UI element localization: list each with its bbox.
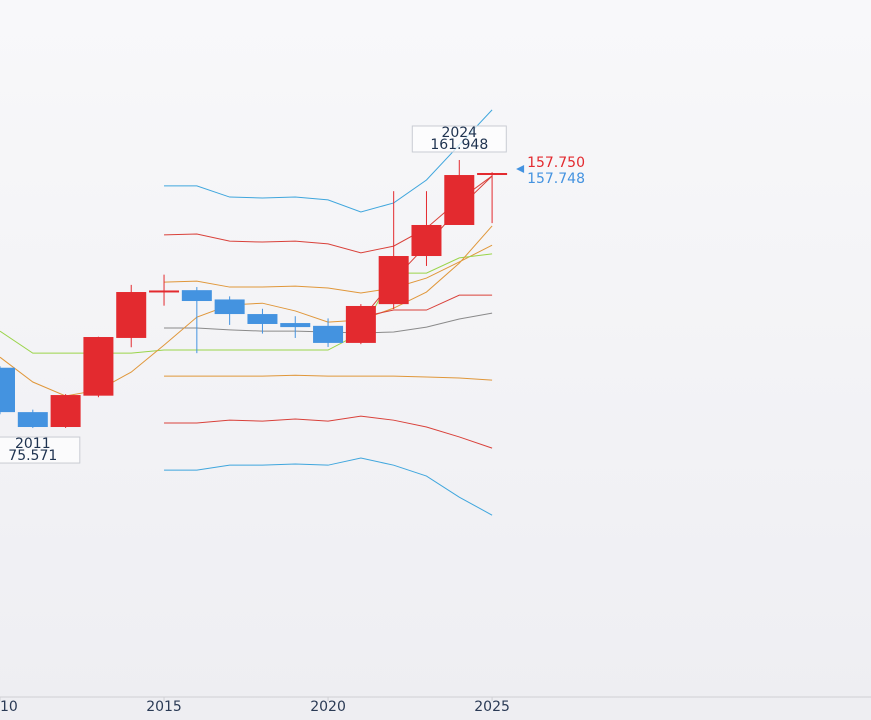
candle-body xyxy=(149,290,180,293)
candle-body xyxy=(345,305,376,343)
annotation-title: 2011 xyxy=(15,436,51,452)
indicator-line xyxy=(164,415,493,449)
annotation-value: 161.948 xyxy=(430,137,488,153)
candle-body xyxy=(181,290,212,302)
candle-body xyxy=(313,325,344,343)
candle-body xyxy=(247,314,278,324)
x-tick-label: 2010 xyxy=(0,699,18,715)
candle-body xyxy=(477,173,508,176)
indicator-line xyxy=(164,175,493,254)
x-tick-label: 2015 xyxy=(146,699,182,715)
annotation-box xyxy=(411,125,507,153)
annotation-value: 75.571 xyxy=(8,448,57,464)
indicator-line xyxy=(164,374,493,381)
indicator-line xyxy=(360,294,493,318)
candle-body xyxy=(17,412,48,428)
candle-body xyxy=(83,337,114,396)
indicator-line xyxy=(0,225,493,397)
axis: 2010 2015 2020 2025 xyxy=(0,697,510,715)
candle-body xyxy=(214,299,245,315)
price-label: 157.748 xyxy=(527,171,585,187)
candle-body xyxy=(444,175,475,225)
price-label: 157.750 xyxy=(527,155,585,171)
indicator-line xyxy=(0,253,493,354)
indicator-line xyxy=(164,109,493,213)
candle-body xyxy=(0,367,15,413)
indicator-line xyxy=(164,244,493,294)
candle-body xyxy=(280,323,311,328)
price-marker xyxy=(516,165,525,174)
indicator-line xyxy=(164,457,493,516)
annotation-box xyxy=(0,436,81,464)
x-tick-label: 2025 xyxy=(474,699,510,715)
candle-body xyxy=(411,224,442,257)
x-tick-label: 2020 xyxy=(310,699,346,715)
candle-body xyxy=(116,292,147,338)
candle-body xyxy=(50,395,81,428)
candle-body xyxy=(378,256,409,305)
annotation-title: 2024 xyxy=(441,125,477,141)
